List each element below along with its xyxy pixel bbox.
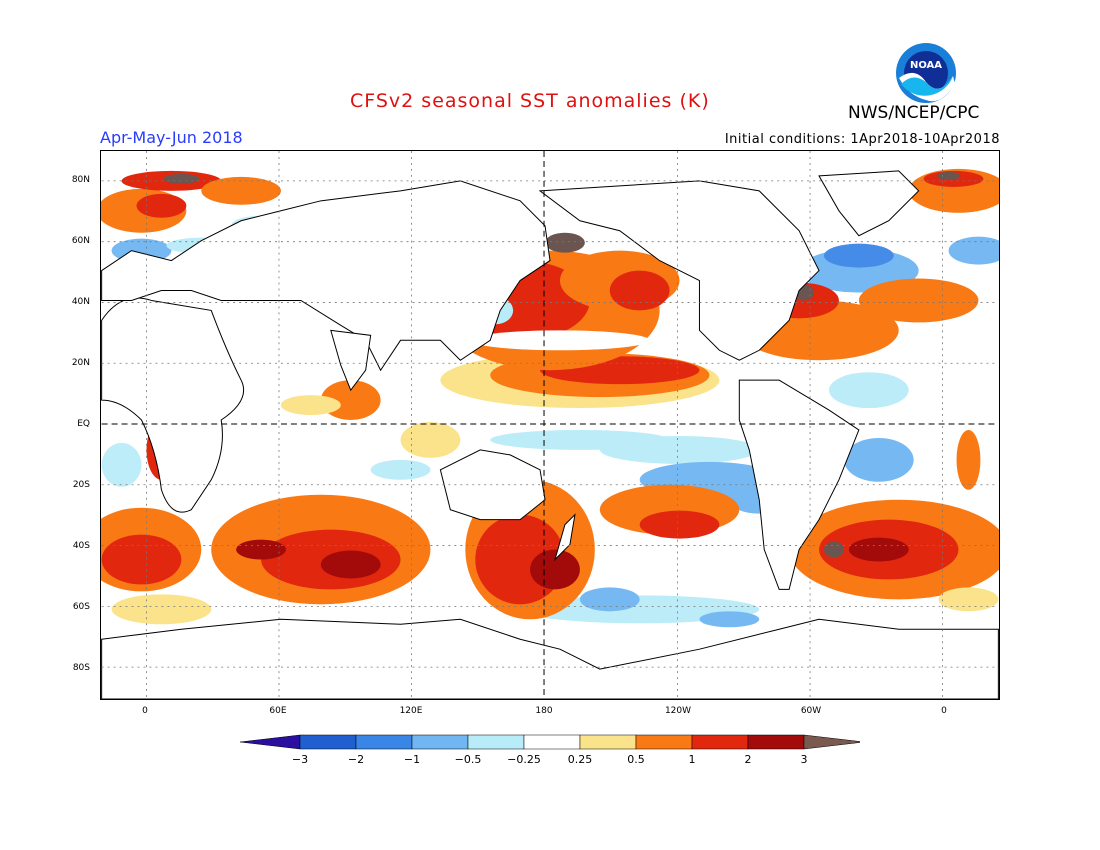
colorbar-min-arrow [240,734,301,750]
colorbar-tick-label: −2 [348,753,364,766]
warm-anomaly-regions [101,168,999,625]
noaa-logo: NOAA [896,43,956,103]
colorbar-swatch [523,734,581,750]
noaa-logo-text: NOAA [910,60,942,71]
colorbar-tick-label: −3 [292,753,308,766]
lon-label: 120W [664,706,692,716]
sst-anomaly-map [100,150,1000,700]
coastlines [101,170,999,699]
colorbar-swatch [355,734,413,750]
lon-label: 120E [399,706,423,716]
colorbar-tick-label: 0.25 [568,753,593,766]
colorbar-tick-label: 3 [801,753,808,766]
lon-label: 60W [800,706,822,716]
agency-label: NWS/NCEP/CPC [848,103,980,123]
colorbar: −3 −2 −1 −0.5 −0.25 0.25 0.5 1 2 3 [240,734,860,766]
colorbar-tick-label: 0.5 [627,753,645,766]
lat-label: 20S [72,480,90,490]
colorbar-max-arrow [803,734,860,750]
colorbar-swatch [579,734,637,750]
lat-label: 80N [71,175,90,185]
equator-dateline [101,151,999,699]
lat-label: 80S [72,663,90,673]
lon-label: 0 [142,706,148,716]
colorbar-swatch [691,734,749,750]
colorbar-tick-label: 1 [689,753,696,766]
colorbar-swatch [747,734,805,750]
colorbar-swatch [299,734,357,750]
lon-label: 180 [535,706,553,716]
lat-label: 20N [71,358,90,368]
colorbar-tick-label: −1 [404,753,420,766]
lat-label: 40S [72,541,90,551]
colorbar-tick-label: 2 [745,753,752,766]
colorbar-swatch [467,734,525,750]
initial-conditions-label: Initial conditions: 1Apr2018-10Apr2018 [724,132,1000,147]
lon-label: 60E [269,706,287,716]
colorbar-swatch [635,734,693,750]
lat-label: EQ [77,419,90,429]
lat-label: 40N [71,297,90,307]
map-title: CFSv2 seasonal SST anomalies (K) [350,90,710,112]
lat-label: 60N [71,236,90,246]
colorbar-tick-label: −0.25 [507,753,541,766]
lat-label: 60S [72,602,90,612]
lon-label: 0 [941,706,947,716]
graticule [101,151,999,699]
colorbar-swatch [411,734,469,750]
forecast-period: Apr-May-Jun 2018 [100,128,243,147]
colorbar-tick-label: −0.5 [455,753,482,766]
